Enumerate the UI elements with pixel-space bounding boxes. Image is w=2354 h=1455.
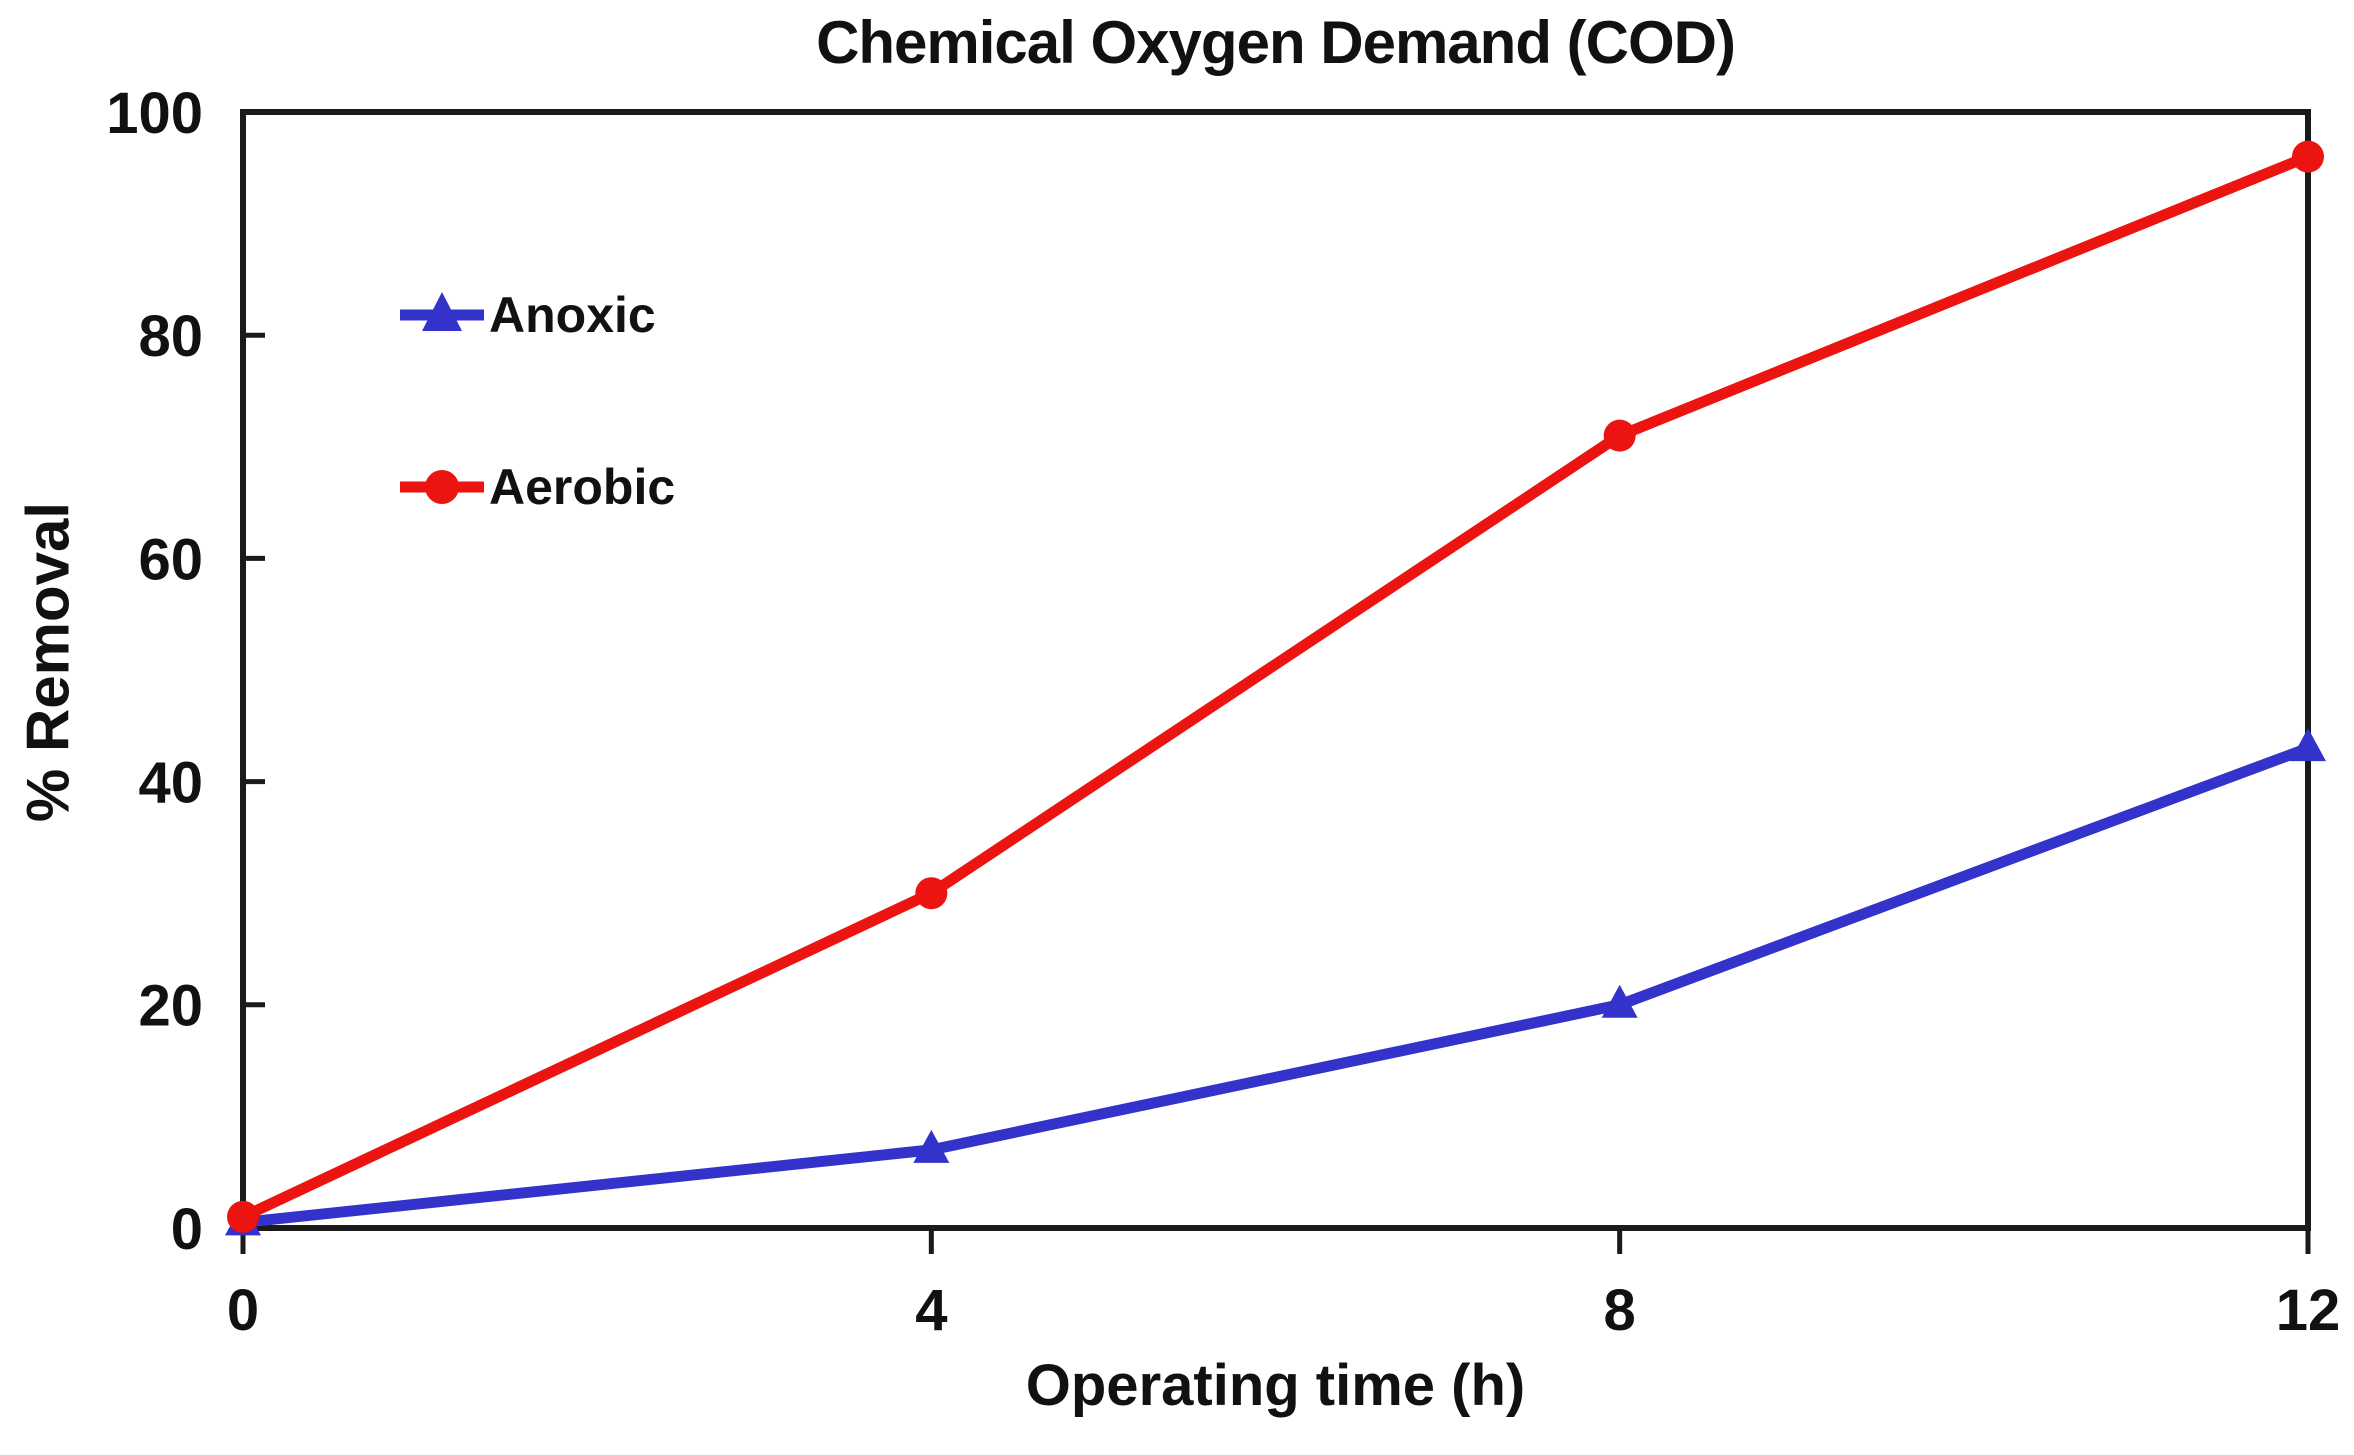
x-tick-label: 4 — [915, 1278, 947, 1343]
y-tick-label: 100 — [106, 81, 203, 146]
y-tick-label: 80 — [138, 304, 203, 369]
plot-border — [240, 109, 2311, 1231]
data-point-aerobic — [227, 1200, 259, 1233]
data-point-aerobic — [1603, 419, 1636, 452]
data-point-anoxic — [2290, 728, 2326, 762]
y-tick-label: 20 — [138, 974, 203, 1039]
x-tick-label: 8 — [1604, 1278, 1636, 1343]
data-point-anoxic — [913, 1129, 950, 1163]
legend-label-aerobic: Aerobic — [489, 459, 676, 515]
anoxic-triangle-marker-icon — [400, 292, 484, 331]
chart-title: Chemical Oxygen Demand (COD) — [816, 9, 1736, 76]
legend-label-anoxic: Anoxic — [489, 287, 656, 343]
aerobic-circle-marker-icon — [400, 470, 484, 504]
x-tick-label: 0 — [227, 1278, 259, 1343]
x-axis-title: Operating time (h) — [1025, 1353, 1526, 1418]
y-tick-label: 60 — [138, 527, 203, 592]
legend-item-aerobic: Aerobic — [400, 455, 675, 519]
series-line-aerobic — [237, 151, 2314, 1223]
y-tick-label: 40 — [138, 750, 203, 815]
legend-item-anoxic: Anoxic — [400, 283, 656, 347]
x-tick-label: 12 — [2276, 1278, 2341, 1343]
y-tick-label: 0 — [171, 1197, 203, 1262]
data-point-aerobic — [2292, 140, 2324, 173]
series-line-anoxic — [237, 742, 2314, 1228]
data-point-anoxic — [1601, 984, 1638, 1018]
data-point-aerobic — [915, 877, 948, 910]
